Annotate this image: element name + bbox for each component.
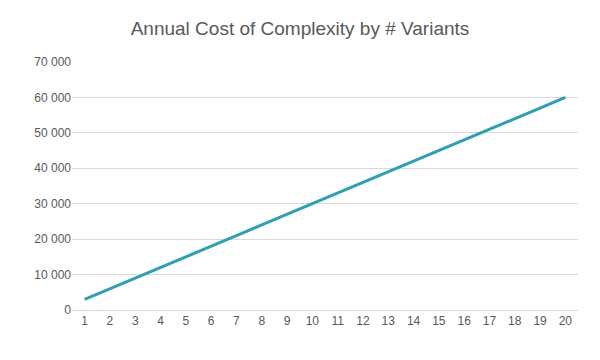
svg-text:17: 17	[483, 314, 497, 328]
svg-text:18: 18	[508, 314, 522, 328]
svg-text:30 000: 30 000	[34, 197, 71, 211]
svg-text:Annual Cost of Complexity by #: Annual Cost of Complexity by # Variants	[131, 18, 470, 39]
svg-text:2: 2	[107, 314, 114, 328]
svg-text:8: 8	[258, 314, 265, 328]
svg-text:40 000: 40 000	[34, 161, 71, 175]
svg-text:16: 16	[457, 314, 471, 328]
svg-text:3: 3	[132, 314, 139, 328]
svg-text:0: 0	[64, 303, 71, 317]
svg-text:10 000: 10 000	[34, 268, 71, 282]
svg-text:13: 13	[382, 314, 396, 328]
svg-text:11: 11	[331, 314, 344, 328]
svg-text:20 000: 20 000	[34, 232, 71, 246]
svg-text:19: 19	[533, 314, 547, 328]
svg-text:15: 15	[432, 314, 446, 328]
svg-text:10: 10	[306, 314, 320, 328]
svg-text:9: 9	[284, 314, 291, 328]
svg-text:6: 6	[208, 314, 215, 328]
svg-text:20: 20	[559, 314, 573, 328]
svg-text:60 000: 60 000	[34, 91, 71, 105]
svg-text:12: 12	[356, 314, 370, 328]
svg-text:70 000: 70 000	[34, 55, 71, 69]
svg-text:7: 7	[233, 314, 240, 328]
svg-text:50 000: 50 000	[34, 126, 71, 140]
svg-text:14: 14	[407, 314, 421, 328]
svg-text:5: 5	[183, 314, 190, 328]
svg-text:1: 1	[81, 314, 88, 328]
svg-text:4: 4	[157, 314, 164, 328]
